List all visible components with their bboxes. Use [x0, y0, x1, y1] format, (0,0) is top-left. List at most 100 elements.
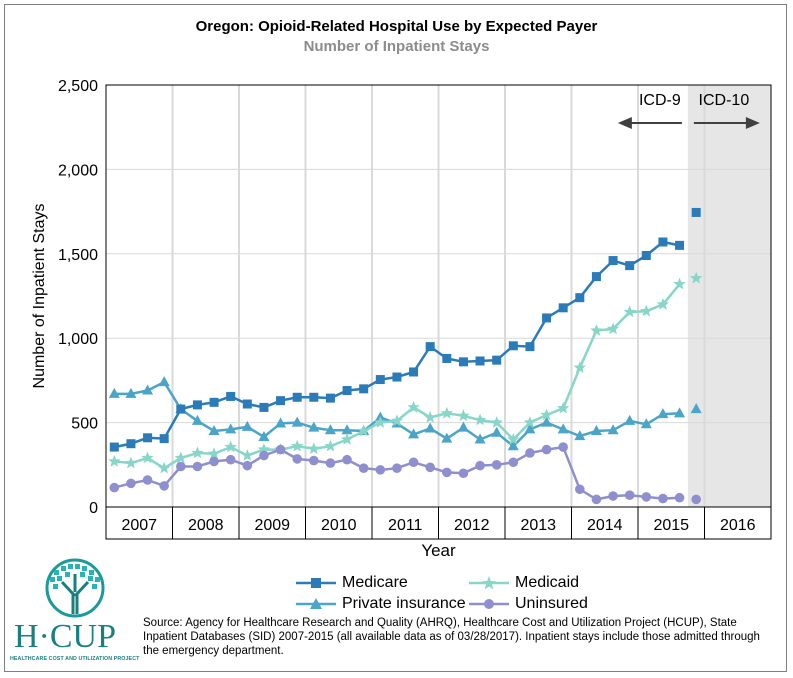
private-insurance-point — [657, 408, 669, 419]
medicare-point — [176, 404, 186, 414]
medicare-point — [409, 367, 419, 377]
y-axis-label: Number of Inpatient Stays — [31, 204, 48, 389]
uninsured-point — [525, 448, 535, 458]
medicaid-point — [440, 406, 453, 419]
medicare-point — [625, 261, 635, 271]
private-insurance-point — [108, 387, 120, 398]
uninsured-point — [458, 468, 469, 479]
x-tick-label: 2016 — [720, 517, 756, 534]
medicare-point — [325, 393, 335, 403]
medicare-point — [309, 392, 319, 402]
plot-border — [105, 84, 772, 508]
medicaid-point — [257, 443, 271, 455]
uninsured-point — [342, 454, 352, 465]
medicaid-point — [108, 454, 121, 467]
private-insurance-point — [607, 424, 619, 435]
medicaid-point — [307, 442, 320, 454]
y-tick-label: 1,500 — [58, 247, 98, 264]
medicare-point — [542, 313, 552, 323]
medicaid-point — [673, 277, 686, 290]
medicaid-point — [141, 451, 154, 464]
private-insurance-point — [324, 424, 336, 435]
medicaid-point — [606, 322, 620, 335]
icd10-arrow-head — [745, 117, 760, 129]
medicaid-point — [291, 439, 304, 452]
uninsured-point — [658, 493, 668, 504]
medicare-point — [442, 353, 452, 363]
uninsured-point — [475, 460, 485, 471]
legend-medicaid-swatch — [469, 576, 509, 590]
medicaid-point — [424, 411, 437, 423]
uninsured-point — [558, 442, 568, 452]
private-insurance-point — [125, 387, 137, 398]
medicaid-point — [523, 416, 537, 428]
medicaid-point — [623, 305, 636, 318]
uninsured-point — [176, 461, 186, 472]
icd9-label: ICD-9 — [639, 92, 681, 109]
medicare-point — [475, 356, 485, 366]
medicaid-point — [191, 446, 204, 459]
uninsured-point — [292, 454, 302, 464]
private-insurance-point — [308, 421, 320, 432]
uninsured-point-icd10 — [691, 494, 701, 505]
y-tick-label: 1,000 — [58, 331, 98, 348]
uninsured-point — [126, 478, 136, 489]
medicaid-point — [457, 409, 470, 422]
legend-medicaid: Medicaid — [469, 574, 579, 592]
private-insurance-point — [457, 421, 469, 432]
icd10-label: ICD-10 — [699, 92, 750, 109]
medicaid-point — [490, 416, 503, 428]
medicare-point-icd10 — [691, 207, 701, 217]
medicare-point — [425, 342, 435, 352]
medicaid-point — [174, 451, 187, 464]
medicare-point — [292, 392, 302, 402]
private-insurance-point — [640, 418, 652, 429]
uninsured-point — [608, 491, 618, 501]
medicare-point — [575, 293, 585, 303]
medicare-point — [525, 342, 535, 352]
medicare-point — [109, 442, 119, 452]
legend-private-insurance: Private insurance — [296, 595, 466, 613]
uninsured-point — [375, 465, 386, 475]
x-tick-label: 2011 — [388, 517, 423, 534]
medicaid-point — [124, 456, 138, 469]
medicare-point — [492, 355, 502, 365]
uninsured-point — [225, 454, 236, 465]
private-insurance-point — [541, 416, 553, 427]
medicaid-point — [407, 400, 420, 413]
uninsured-point — [392, 463, 402, 473]
uninsured-point — [425, 462, 435, 473]
private-insurance-point — [674, 407, 686, 418]
chart-title: Oregon: Opioid-Related Hospital Use by E… — [195, 18, 598, 35]
y-tick-label: 2,500 — [58, 78, 98, 95]
medicare-point — [242, 399, 252, 409]
uninsured-point — [641, 492, 652, 502]
uninsured-point — [325, 458, 336, 468]
legend-medicare-label: Medicare — [342, 574, 408, 591]
source-note: Source: Agency for Healthcare Research a… — [143, 617, 760, 657]
icd9-arrow-head — [617, 117, 632, 129]
medicare-point — [126, 439, 136, 449]
medicaid-point — [340, 433, 354, 445]
private-insurance-point — [524, 423, 536, 434]
medicaid-point — [656, 297, 670, 310]
private-insurance-point — [408, 428, 420, 439]
y-tick-label: 2,000 — [58, 162, 98, 179]
medicare-point — [359, 384, 369, 394]
x-tick-label: 2012 — [454, 517, 490, 534]
private-insurance-point — [557, 423, 569, 434]
private-insurance-point — [474, 433, 486, 444]
uninsured-point — [159, 481, 169, 491]
private-insurance-point — [142, 384, 154, 395]
medicaid-point — [590, 324, 603, 336]
private-insurance-point — [208, 425, 220, 436]
private-insurance-point — [424, 422, 436, 433]
y-tick-label: 0 — [89, 500, 98, 517]
private-insurance-point — [225, 423, 237, 434]
medicare-point — [458, 357, 468, 367]
private-insurance-point — [275, 417, 287, 428]
medicare-point — [558, 303, 568, 313]
hcup-logo-subtext: HEALTHCARE COST AND UTILIZATION PROJECT — [10, 656, 140, 662]
uninsured-point — [142, 475, 153, 485]
private-insurance-point — [241, 420, 253, 431]
